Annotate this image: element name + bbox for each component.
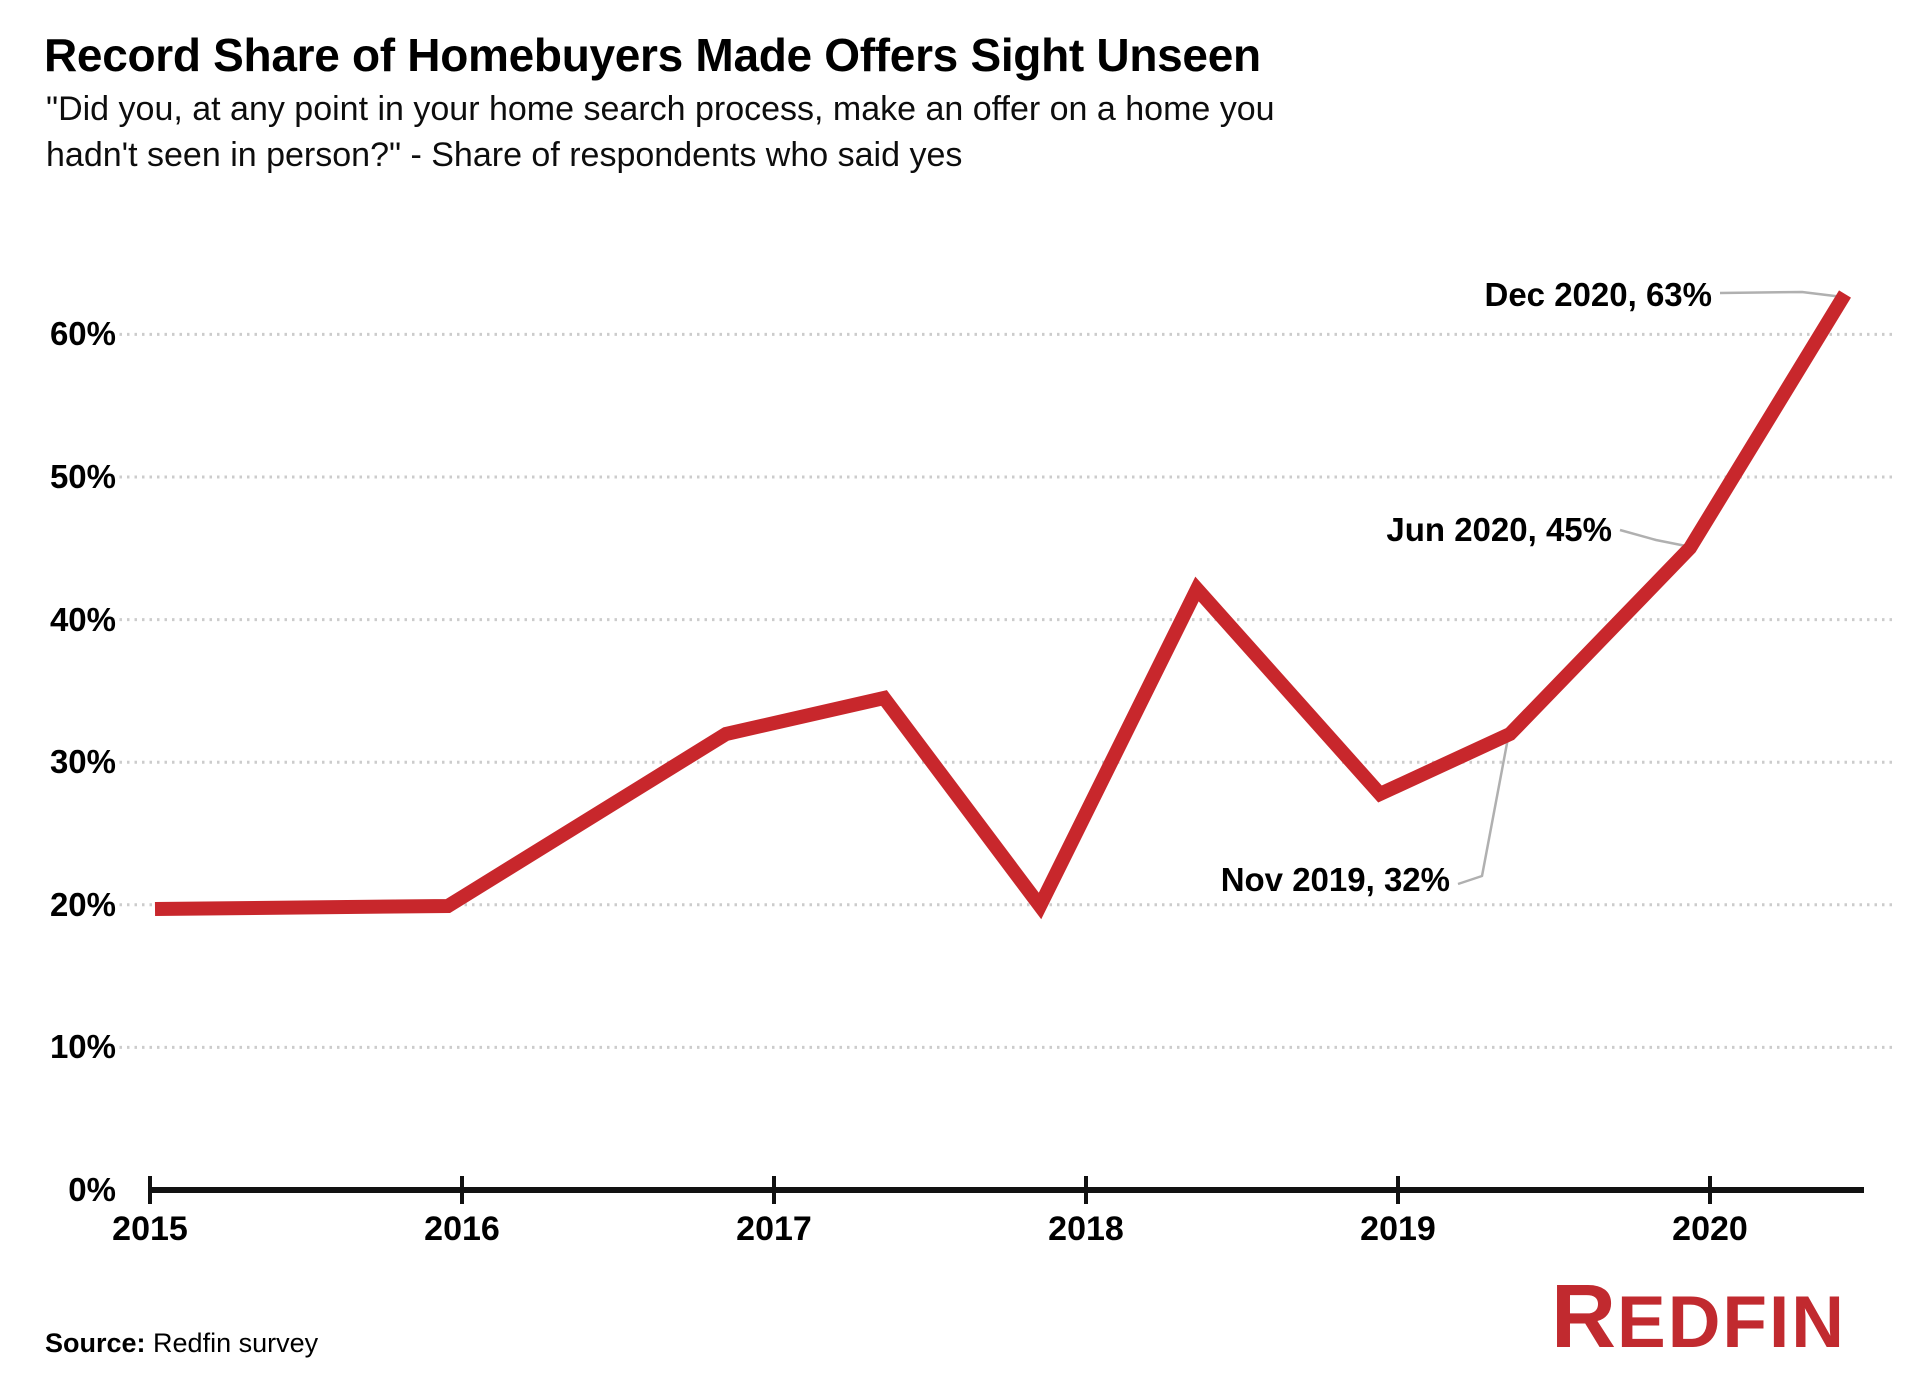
y-axis-label-0%: 0% xyxy=(68,1171,116,1208)
chart-subtitle-line1: "Did you, at any point in your home sear… xyxy=(46,90,1275,128)
y-axis-label-40%: 40% xyxy=(49,600,116,638)
y-axis-label-60%: 60% xyxy=(49,315,116,353)
y-axis-label-50%: 50% xyxy=(49,458,116,495)
redfin-logo-rest: EDFIN xyxy=(1617,1282,1846,1363)
data-line-share-sight-unseen xyxy=(154,290,1851,920)
source-text: Redfin survey xyxy=(145,1328,319,1358)
x-axis-label-2018: 2018 xyxy=(1048,1210,1124,1248)
redfin-logo-initial: R xyxy=(1551,1267,1617,1367)
source-note: Source: Redfin survey xyxy=(45,1328,318,1359)
source-label: Source: xyxy=(45,1328,146,1358)
y-axis-label-30%: 30% xyxy=(49,743,116,781)
chart-subtitle: "Did you, at any point in your home sear… xyxy=(46,86,1606,178)
y-axis-label-10%: 10% xyxy=(49,1028,116,1066)
chart-title: Record Share of Homebuyers Made Offers S… xyxy=(44,29,1261,81)
annotation-leader-1 xyxy=(1619,528,1687,548)
chart-subtitle-line2: hadn't seen in person?" - Share of respo… xyxy=(46,136,963,174)
x-axis-label-2017: 2017 xyxy=(736,1210,812,1248)
annotation-dec-2020: Dec 2020, 63% xyxy=(1484,276,1712,313)
annotation-leader-0 xyxy=(1457,737,1510,886)
x-axis-label-2020: 2020 xyxy=(1672,1210,1748,1248)
annotation-nov-2019: Nov 2019, 32% xyxy=(1220,861,1450,898)
x-axis-label-2015: 2015 xyxy=(112,1210,188,1248)
annotation-leader-2 xyxy=(1719,290,1844,299)
x-axis-label-2016: 2016 xyxy=(424,1210,500,1248)
redfin-logo: R EDFIN xyxy=(1551,1272,1846,1362)
annotation-jun-2020: Jun 2020, 45% xyxy=(1386,511,1612,548)
y-axis-label-20%: 20% xyxy=(49,885,116,923)
x-axis-label-2019: 2019 xyxy=(1360,1210,1436,1248)
